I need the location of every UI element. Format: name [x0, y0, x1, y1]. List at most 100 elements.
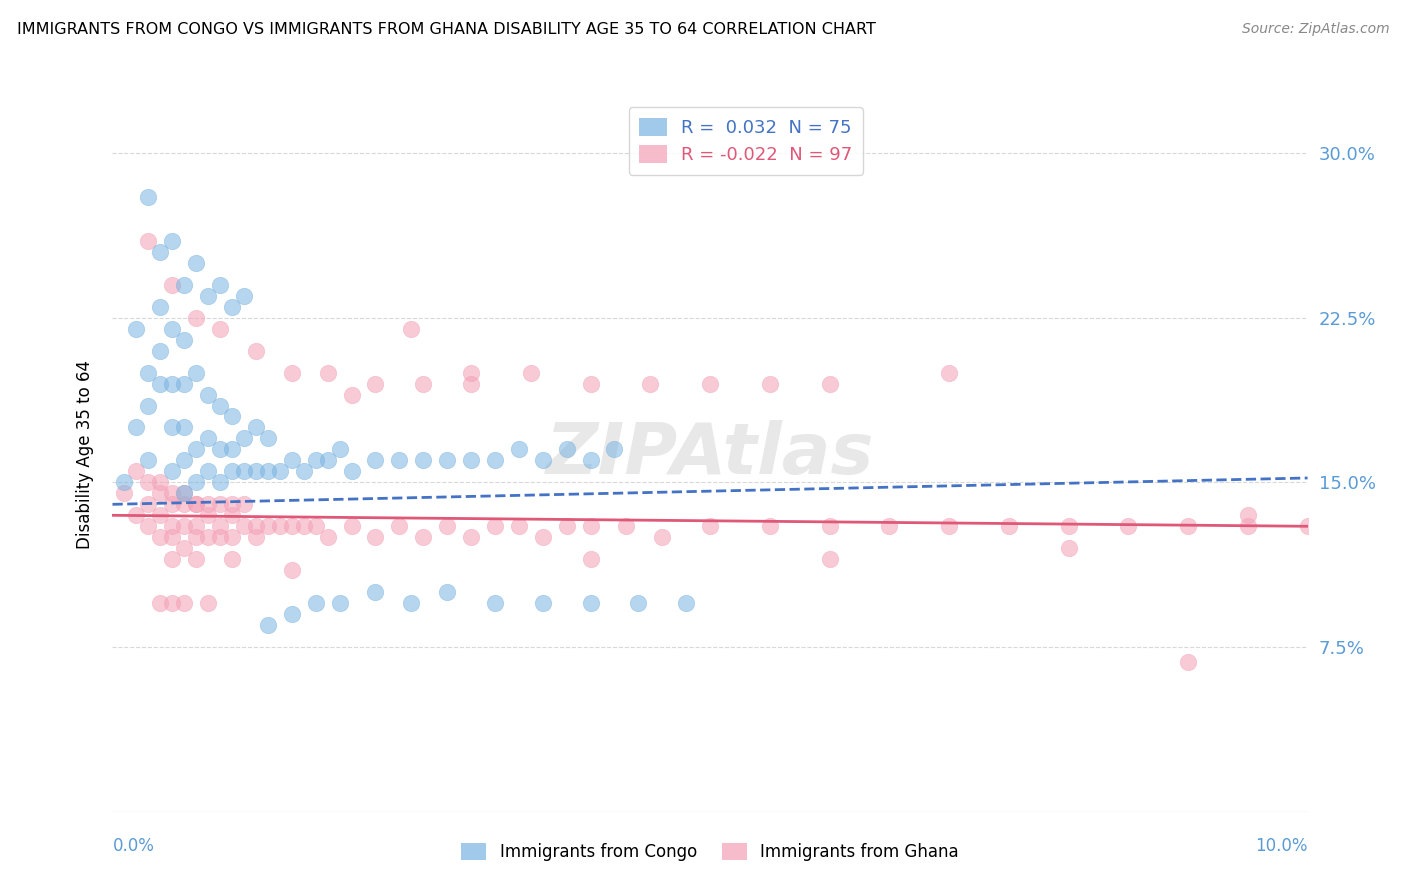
Point [173, 519, 195, 533]
Point [173, 453, 195, 467]
Point [186, 442, 208, 457]
Point [233, 289, 256, 303]
Point [209, 399, 232, 413]
Point [818, 519, 841, 533]
Point [233, 519, 256, 533]
Point [233, 497, 256, 511]
Text: Source: ZipAtlas.com: Source: ZipAtlas.com [1241, 22, 1389, 37]
Point [209, 530, 232, 544]
Point [1237, 519, 1260, 533]
Point [340, 464, 363, 478]
Point [138, 519, 160, 533]
Point [281, 563, 304, 577]
Point [221, 508, 243, 523]
Point [579, 552, 602, 566]
Point [938, 366, 960, 380]
Point [209, 497, 232, 511]
Point [627, 596, 650, 610]
Point [508, 442, 530, 457]
Point [138, 190, 160, 204]
Point [316, 366, 339, 380]
Point [1057, 519, 1080, 533]
Point [162, 497, 183, 511]
Point [759, 376, 782, 391]
Point [508, 519, 530, 533]
Point [209, 475, 232, 490]
Point [292, 464, 315, 478]
Point [340, 387, 363, 401]
Point [149, 530, 172, 544]
Point [460, 453, 482, 467]
Point [364, 585, 387, 599]
Point [197, 508, 219, 523]
Point [162, 321, 183, 335]
Point [197, 464, 219, 478]
Point [401, 596, 423, 610]
Point [125, 321, 148, 335]
Point [616, 519, 638, 533]
Point [114, 486, 135, 500]
Point [305, 453, 328, 467]
Point [579, 519, 602, 533]
Point [484, 453, 506, 467]
Point [412, 530, 434, 544]
Point [938, 519, 960, 533]
Point [292, 519, 315, 533]
Point [316, 530, 339, 544]
Point [125, 464, 148, 478]
Point [1177, 519, 1199, 533]
Point [149, 508, 172, 523]
Text: IMMIGRANTS FROM CONGO VS IMMIGRANTS FROM GHANA DISABILITY AGE 35 TO 64 CORRELATI: IMMIGRANTS FROM CONGO VS IMMIGRANTS FROM… [17, 22, 876, 37]
Point [209, 442, 232, 457]
Point [162, 464, 183, 478]
Point [162, 596, 183, 610]
Point [699, 376, 721, 391]
Point [460, 376, 482, 391]
Point [281, 519, 304, 533]
Point [1118, 519, 1140, 533]
Point [436, 519, 458, 533]
Point [186, 552, 208, 566]
Point [162, 519, 183, 533]
Point [759, 519, 782, 533]
Point [138, 399, 160, 413]
Point [281, 453, 304, 467]
Point [221, 409, 243, 424]
Point [221, 497, 243, 511]
Point [603, 442, 626, 457]
Point [173, 486, 195, 500]
Point [138, 453, 160, 467]
Point [186, 497, 208, 511]
Point [162, 277, 183, 292]
Point [197, 596, 219, 610]
Point [149, 475, 172, 490]
Point [209, 519, 232, 533]
Point [173, 277, 195, 292]
Point [245, 343, 267, 358]
Point [221, 464, 243, 478]
Point [186, 475, 208, 490]
Point [149, 300, 172, 314]
Point [364, 453, 387, 467]
Point [281, 366, 304, 380]
Point [162, 234, 183, 248]
Point [162, 530, 183, 544]
Point [531, 530, 554, 544]
Point [173, 497, 195, 511]
Point [257, 519, 280, 533]
Point [245, 519, 267, 533]
Point [197, 497, 219, 511]
Point [186, 519, 208, 533]
Point [186, 530, 208, 544]
Point [1057, 541, 1080, 556]
Point [173, 486, 195, 500]
Point [233, 432, 256, 446]
Point [149, 376, 172, 391]
Point [484, 519, 506, 533]
Point [699, 519, 721, 533]
Point [209, 321, 232, 335]
Point [412, 376, 434, 391]
Point [245, 420, 267, 434]
Point [162, 420, 183, 434]
Point [186, 256, 208, 270]
